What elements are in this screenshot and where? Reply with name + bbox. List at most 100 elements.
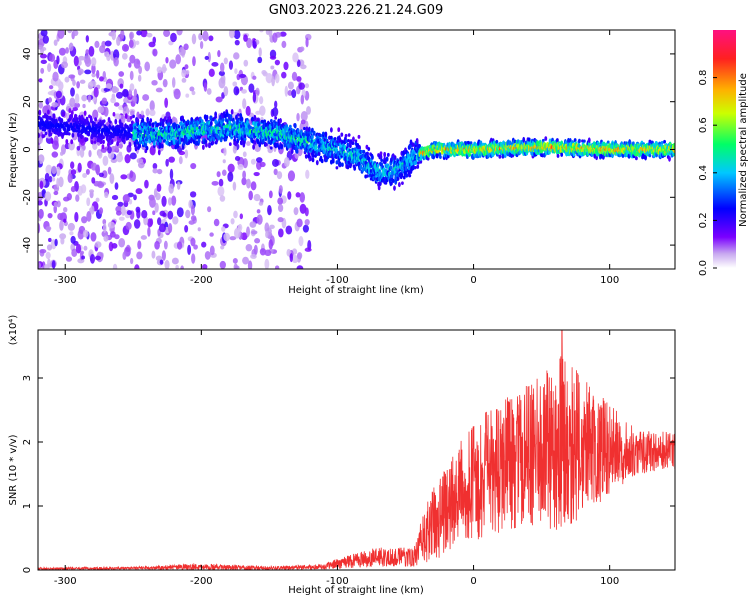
spectrogram-cell: [152, 48, 158, 57]
spectrogram-cell: [219, 195, 226, 202]
spectrogram-cell: [71, 248, 78, 258]
spectrogram-cell: [220, 62, 225, 73]
spectrogram-cell: [178, 156, 183, 165]
snr-ylabel: SNR (10 * v/v): [8, 434, 19, 505]
spectrogram-cell: [391, 178, 395, 183]
x-tick-label: -100: [326, 275, 349, 286]
spectrogram-cell: [304, 218, 310, 226]
spectrogram-cell: [541, 138, 545, 143]
spectrogram-cell: [94, 255, 102, 261]
spectrogram-cell: [121, 53, 128, 60]
spectrogram-cell: [134, 264, 140, 269]
spectrogram-cell: [38, 200, 43, 206]
spectrogram-cell: [232, 120, 236, 126]
spectrogram-cell: [218, 178, 224, 187]
spectrogram-cell: [102, 71, 106, 80]
spectrogram-cell: [357, 134, 361, 139]
spectrogram-cell: [223, 232, 231, 242]
spectrogram-cell: [92, 109, 99, 120]
spectrogram-cell: [246, 226, 251, 237]
spectrogram-cell: [58, 127, 62, 133]
spectrogram-cell: [281, 71, 287, 79]
spectrogram-cell: [239, 73, 247, 78]
spectrogram-cell: [362, 149, 366, 154]
spectrogram-cell: [248, 83, 255, 93]
spectrogram-cell: [116, 36, 121, 46]
spectrogram-cell: [295, 192, 301, 198]
spectrogram-cell: [64, 76, 70, 83]
spectrogram-cell: [300, 110, 308, 122]
spectrogram-cell: [223, 86, 229, 97]
spectrogram-cell: [191, 253, 196, 264]
spectrogram-cell: [164, 259, 170, 269]
spectrogram-cell: [126, 210, 132, 216]
spectrogram-cell: [331, 157, 335, 163]
spectrogram-cell: [158, 223, 166, 233]
spectrogram-cell: [283, 61, 289, 71]
spectrogram-cell: [140, 30, 148, 38]
spectrogram-cell: [89, 80, 97, 87]
spectrogram-cell: [112, 86, 120, 93]
spectrogram-cell: [63, 206, 68, 213]
spectrogram-cell: [135, 188, 143, 195]
spectrogram-cell: [384, 181, 388, 185]
spectrogram-cell: [241, 177, 247, 186]
spectrogram-cell: [274, 100, 278, 109]
spectrogram-cell: [254, 238, 261, 244]
spectrogram-cell: [383, 151, 387, 158]
spectrogram-cell: [61, 61, 69, 69]
spectrogram-cell: [337, 127, 341, 133]
spectrogram-cell: [120, 30, 125, 40]
spectrogram-cell: [234, 39, 240, 46]
spectrogram-cell: [38, 136, 43, 144]
spectrogram-cell: [241, 89, 247, 94]
spectrogram-cell: [341, 162, 344, 167]
spectrogram-cell: [287, 81, 294, 90]
spectrogram-cell: [89, 254, 96, 264]
spectrogram-cell: [149, 118, 153, 123]
colorbar-tick-label: 0.4: [698, 165, 709, 181]
spectrogram-cell: [648, 153, 652, 158]
spectrogram-cell: [371, 155, 374, 160]
spectrogram-cell: [406, 153, 410, 158]
spectrogram-cell: [58, 47, 66, 56]
spectrogram-cell: [211, 62, 219, 67]
spectrogram-cell: [228, 30, 235, 39]
spectrogram-cell: [273, 168, 278, 176]
spectrogram-cell: [300, 64, 307, 70]
spectrogram-cell: [338, 161, 342, 167]
spectrogram-cell: [38, 78, 43, 83]
spectrogram-cell: [81, 117, 85, 121]
spectrogram-cell: [439, 155, 442, 159]
spectrogram-cell: [218, 70, 225, 76]
spectrogram-cell: [181, 115, 184, 121]
spectrogram-cell: [70, 161, 75, 169]
spectrogram-cell: [48, 53, 56, 62]
spectrogram-cell: [293, 122, 297, 129]
spectrogram-cell: [68, 108, 72, 114]
spectrogram-cell: [272, 32, 278, 43]
spectrogram-cell: [284, 85, 289, 97]
spectrogram-cell: [322, 131, 325, 136]
spectrogram-cell: [249, 221, 257, 228]
spectrogram-cell: [146, 32, 153, 38]
spectrogram-cell: [237, 163, 244, 171]
spectrogram-cell: [118, 151, 123, 156]
spectrogram-cell: [250, 158, 256, 165]
spectrogram-cell: [85, 116, 89, 122]
spectrogram-cell: [140, 235, 148, 240]
spectrogram-cell: [228, 142, 232, 147]
spectrogram-cell: [56, 177, 60, 189]
spectrogram-cell: [40, 30, 48, 37]
spectrogram-cell: [82, 103, 86, 109]
spectrogram-cell: [51, 176, 56, 182]
spectrogram-cell: [306, 106, 311, 115]
spectrogram-cell: [72, 30, 79, 37]
spectrogram-cell: [107, 146, 112, 154]
spectrogram-cell: [59, 220, 64, 231]
colorbar-label: Normalized spectral amplitude: [738, 73, 749, 227]
spectrogram-cell: [167, 210, 174, 220]
spectrogram-cell: [136, 118, 140, 124]
spectrogram-cell: [160, 143, 164, 149]
spectrogram-cell: [90, 232, 97, 242]
